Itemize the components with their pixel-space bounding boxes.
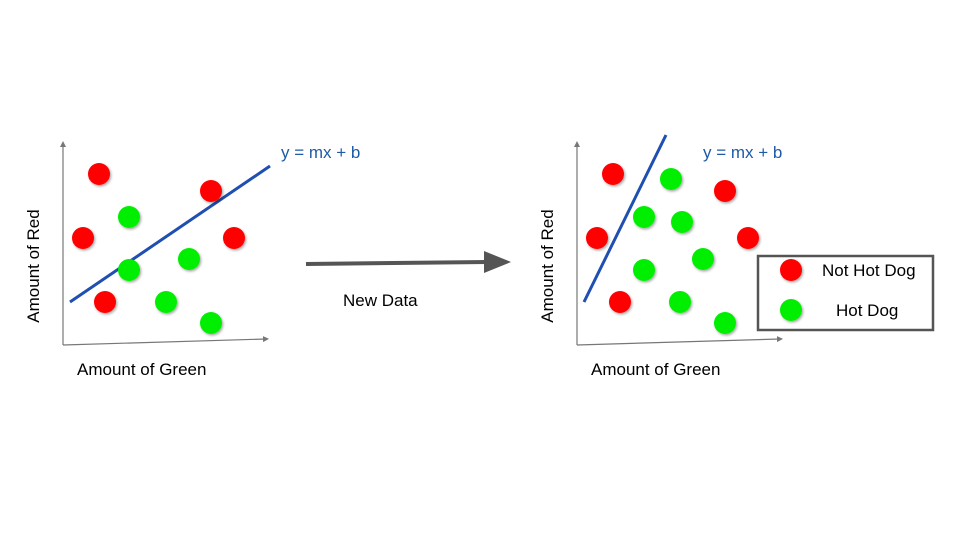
right-point-not-hot-dog [714,180,736,202]
left-point-hot-dog [178,248,200,270]
right-point-not-hot-dog [737,227,759,249]
right-point-hot-dog [714,312,736,334]
right-equation-label: y = mx + b [703,143,782,162]
left-point-not-hot-dog [72,227,94,249]
transition-arrow-head [484,251,511,273]
left-equation-label: y = mx + b [281,143,360,162]
left-x-axis-label: Amount of Green [77,360,206,379]
right-point-hot-dog [633,206,655,228]
right-point-not-hot-dog [609,291,631,313]
legend-label-not-hot-dog: Not Hot Dog [822,261,916,280]
right-decision-boundary [582,134,668,303]
transition-label: New Data [343,291,418,310]
right-point-hot-dog [669,291,691,313]
right-point-not-hot-dog [602,163,624,185]
legend: Not Hot Dog Hot Dog [756,254,935,332]
legend-item-not-hot-dog: Not Hot Dog [780,259,916,281]
legend-label-hot-dog: Hot Dog [836,301,898,320]
left-point-not-hot-dog [88,163,110,185]
left-point-not-hot-dog [223,227,245,249]
left-points [72,163,245,334]
legend-swatch-hot-dog [780,299,802,321]
transition-arrow-group: New Data [305,251,511,310]
left-decision-boundary [69,164,271,304]
left-point-hot-dog [118,206,140,228]
left-panel: y = mx + b Amount of Green Amount of Red [24,141,360,379]
right-panel: y = mx + b Amount of Green Amount of Red [538,134,783,379]
transition-arrow-shaft [305,260,489,266]
right-points [586,163,759,334]
right-point-not-hot-dog [586,227,608,249]
right-x-axis-label: Amount of Green [591,360,720,379]
left-y-axis-label: Amount of Red [24,209,43,322]
right-point-hot-dog [671,211,693,233]
left-x-axis [62,336,269,346]
left-point-not-hot-dog [200,180,222,202]
legend-item-hot-dog: Hot Dog [780,299,898,321]
legend-swatch-not-hot-dog [780,259,802,281]
right-y-axis-label: Amount of Red [538,209,557,322]
right-point-hot-dog [633,259,655,281]
left-point-hot-dog [200,312,222,334]
left-point-hot-dog [155,291,177,313]
left-point-not-hot-dog [94,291,116,313]
right-x-axis [576,336,783,346]
left-point-hot-dog [118,259,140,281]
right-point-hot-dog [660,168,682,190]
right-point-hot-dog [692,248,714,270]
